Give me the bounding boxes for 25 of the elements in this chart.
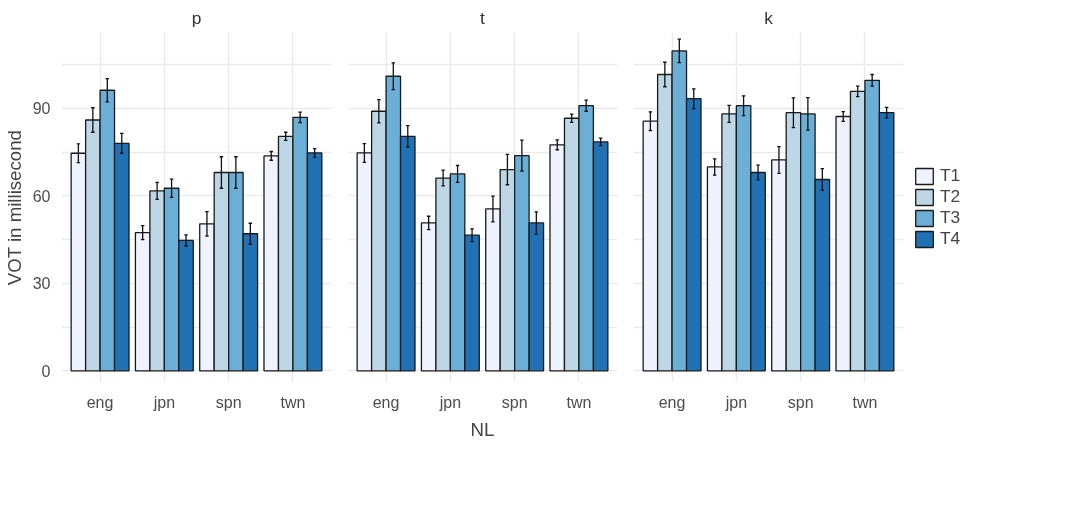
- chart-title: t: [480, 7, 486, 28]
- x-tick-label: twn: [280, 393, 306, 411]
- x-tick-label: spn: [215, 393, 242, 411]
- chart-title: p: [191, 7, 202, 28]
- x-tick-label: eng: [658, 393, 686, 411]
- legend-label: T2: [940, 186, 961, 207]
- y-tick-label: 30: [32, 275, 51, 293]
- legend-label: T3: [940, 207, 961, 228]
- x-axis-title: NL: [470, 418, 495, 440]
- x-tick-label: spn: [787, 393, 814, 411]
- legend-label: T4: [940, 228, 961, 249]
- y-tick-label: 0: [41, 362, 51, 380]
- chart-title: k: [764, 7, 774, 28]
- y-tick-label: 90: [32, 100, 51, 118]
- x-tick-label: jpn: [438, 393, 462, 411]
- x-tick-label: jpn: [724, 393, 748, 411]
- x-tick-label: twn: [852, 393, 878, 411]
- x-tick-label: spn: [501, 393, 528, 411]
- x-tick-label: twn: [566, 393, 592, 411]
- x-tick-label: jpn: [152, 393, 176, 411]
- x-tick-label: eng: [372, 393, 400, 411]
- y-tick-label: 60: [32, 187, 51, 205]
- y-axis-title: VOT in millisecond: [3, 130, 25, 286]
- legend-label: T1: [940, 165, 961, 186]
- x-tick-label: eng: [86, 393, 114, 411]
